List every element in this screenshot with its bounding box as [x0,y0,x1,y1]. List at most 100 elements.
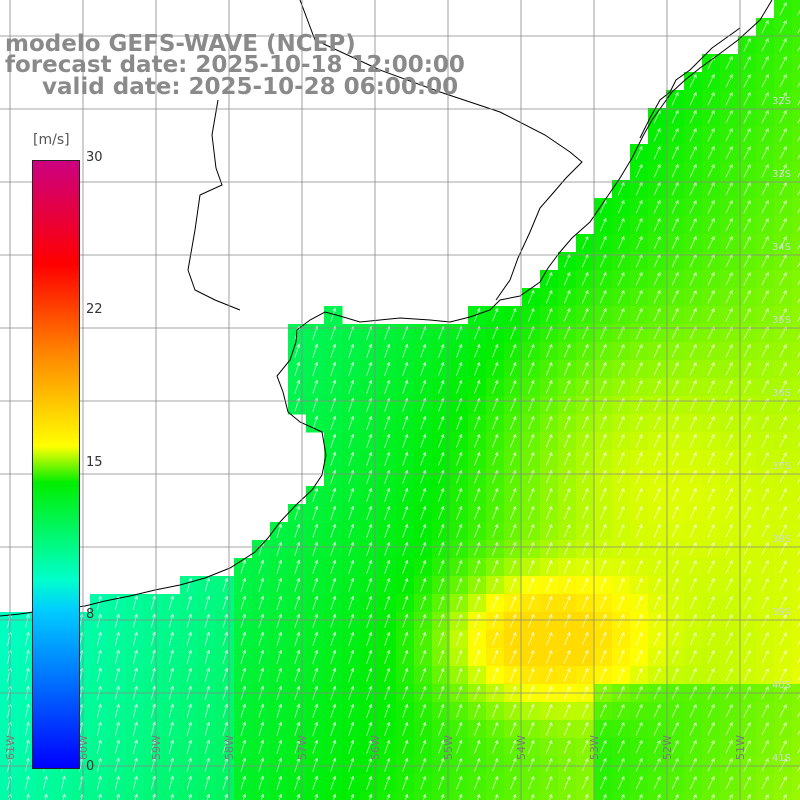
wind-arrow [402,469,409,484]
wind-arrow [725,128,733,142]
wind-arrow [635,613,643,628]
wind-arrow [689,218,697,232]
wind-arrow [258,577,265,592]
wind-arrow [635,145,643,160]
wind-arrow [581,649,589,664]
wind-arrow [797,694,800,700]
field-cell [792,18,800,37]
wind-arrow [492,451,499,466]
wind-arrow [725,236,733,250]
wind-arrow [707,506,715,520]
wind-arrow [599,361,607,376]
wind-arrow [492,415,499,430]
wind-arrow [420,361,427,376]
wind-arrow [797,622,800,628]
wind-arrow [671,488,679,502]
wind-arrow [456,523,463,538]
wind-arrow [563,523,571,538]
wind-arrow [653,127,661,142]
wind-arrow [797,190,800,196]
wind-arrow [599,775,607,790]
wind-arrow [402,451,409,466]
wind-arrow [761,524,769,538]
wind-arrow [743,506,751,520]
wind-arrow [384,577,391,592]
wind-arrow [204,577,211,592]
wind-arrow [25,775,30,790]
wind-arrow [563,469,571,484]
wind-arrow [258,613,265,628]
wind-arrow [653,451,661,466]
wind-arrow [674,794,679,800]
field-cell [774,792,793,800]
wind-arrow [474,613,481,628]
wind-arrow [635,343,643,358]
wind-arrow [330,451,337,466]
wind-arrow [725,668,733,682]
latitude-label: 39S [772,607,791,618]
wind-arrow [617,451,625,466]
field-cell [792,486,800,505]
wind-arrow [761,380,769,394]
wind-arrow [581,541,589,556]
wind-arrow [743,56,751,70]
wind-arrow [132,631,138,646]
wind-arrow [258,721,265,736]
colorbar-tick-15: 15 [86,455,103,470]
wind-arrow [510,667,517,682]
wind-arrow [420,433,427,448]
wind-arrow [743,92,751,106]
wind-arrow [671,200,679,214]
wind-arrow [617,487,625,502]
wind-arrow [474,541,481,556]
wind-arrow [761,650,769,664]
field-cell [792,108,800,127]
wind-arrow [492,577,499,592]
wind-arrow [599,307,607,322]
wind-arrow [186,577,193,592]
wind-arrow [707,128,715,142]
wind-arrow [25,631,30,646]
wind-arrow [276,757,283,772]
wind-arrow [366,739,373,754]
wind-arrow [168,775,175,790]
wind-arrow [240,667,247,682]
wind-arrow [617,595,625,610]
wind-arrow [474,415,481,430]
wind-arrow [384,703,391,718]
wind-arrow [438,721,445,736]
wind-arrow [132,649,138,664]
wind-arrow [707,524,715,538]
field-cell [792,54,800,73]
wind-arrow [545,271,553,286]
wind-arrow [222,757,229,772]
wind-arrow [671,506,679,520]
wind-arrow [671,362,679,376]
field-cell [612,792,631,800]
wind-arrow [456,559,463,574]
wind-arrow [779,560,787,574]
wind-arrow [294,541,301,556]
wind-arrow [474,757,481,772]
wind-arrow [438,613,445,628]
wind-arrow [312,667,319,682]
wind-arrow [635,631,643,646]
wind-arrow [492,649,499,664]
wind-arrow [779,182,787,196]
wind-arrow [545,739,553,754]
wind-arrow [635,289,643,304]
wind-arrow [510,487,517,502]
wind-arrow [330,559,337,574]
wind-arrow [797,298,800,304]
field-cell [792,180,800,199]
wind-arrow [420,451,427,466]
wind-arrow [438,487,445,502]
wind-arrow [743,272,751,286]
wind-arrow [276,613,283,628]
wind-arrow [456,613,463,628]
wind-arrow [456,433,463,448]
wind-arrow [276,559,283,574]
wind-arrow [761,740,769,754]
wind-arrow [581,775,589,790]
wind-arrow [456,361,463,376]
